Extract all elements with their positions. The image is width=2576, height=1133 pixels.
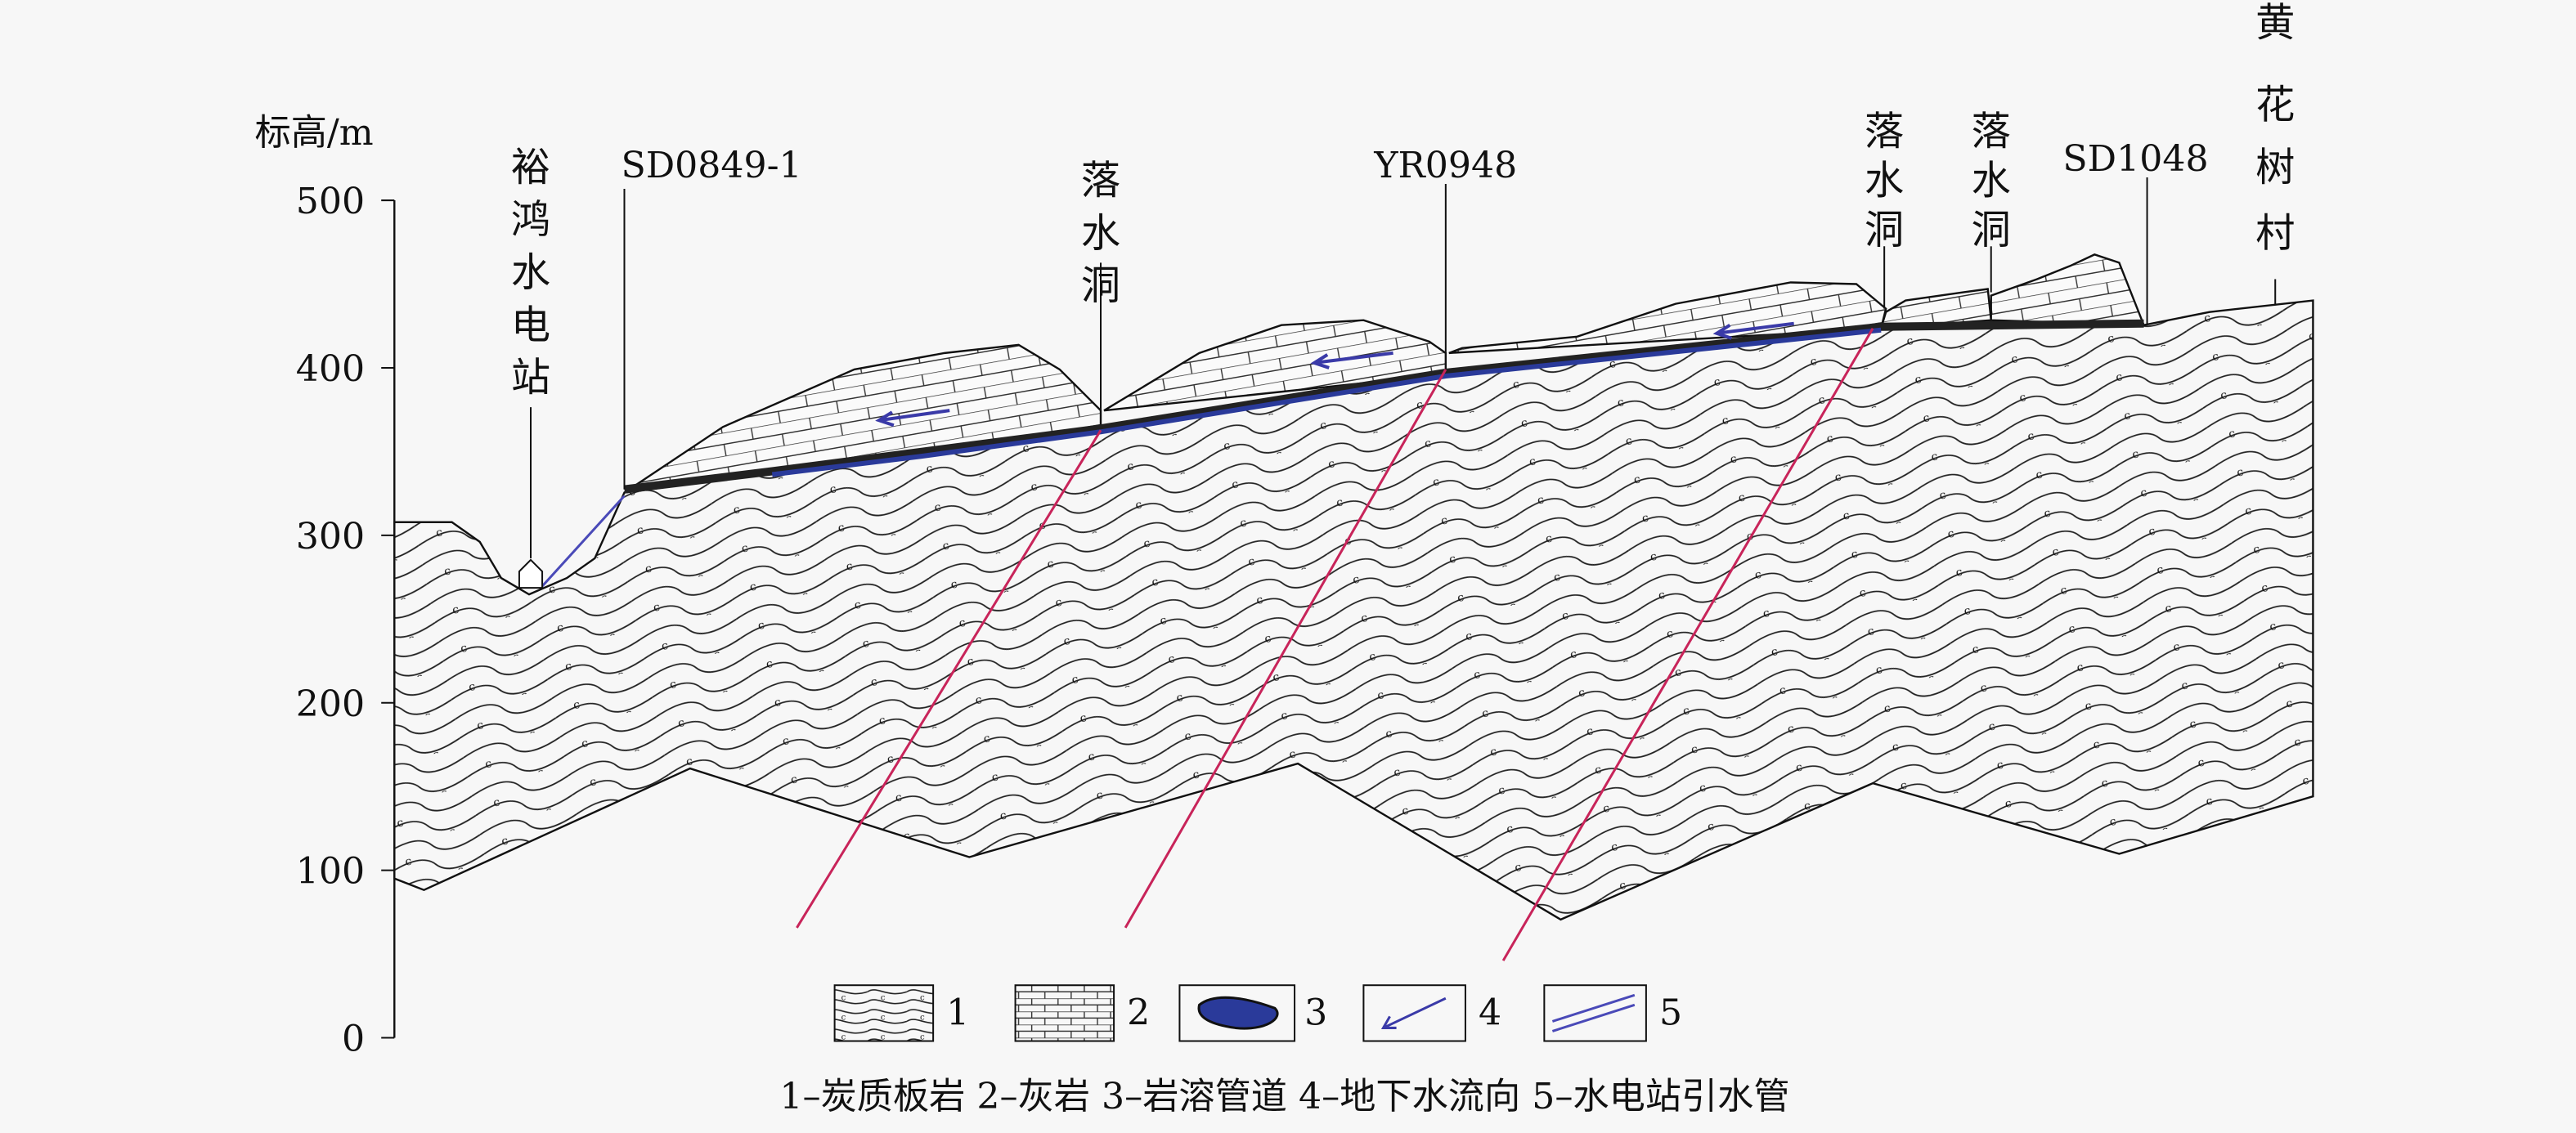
legend-label: 1 xyxy=(946,992,969,1033)
station-label: 电 xyxy=(511,302,550,348)
fault-line xyxy=(1124,369,1447,929)
sinkhole-label: 落 xyxy=(1865,109,1904,154)
sinkhole-label: 水 xyxy=(1972,158,2011,204)
flow-arrow-icon xyxy=(1380,996,1447,1029)
sd0849-label: SD0849-1 xyxy=(621,145,801,186)
legend-label: 4 xyxy=(1479,992,1501,1033)
tick-label: 100 xyxy=(296,851,365,893)
fault-line xyxy=(1501,327,1874,961)
village-label: 树 xyxy=(2255,145,2295,190)
figure-caption: 1–炭质板岩 2–灰岩 3–岩溶管道 4–地下水流向 5–水电站引水管 xyxy=(779,1076,1789,1117)
tick-label: 400 xyxy=(296,348,365,390)
station-label: 水 xyxy=(511,250,550,296)
tick-label: 0 xyxy=(342,1019,365,1060)
tick-label: 300 xyxy=(296,516,365,558)
legend: 1 2 3 4 5 xyxy=(833,984,1682,1042)
sinkhole-label: 洞 xyxy=(1972,207,2011,253)
sinkhole-label: 洞 xyxy=(1081,263,1120,309)
conduit-icon xyxy=(1197,996,1279,1030)
sd1048-label: SD1048 xyxy=(2062,138,2208,180)
flow-arrow-icon xyxy=(875,321,1794,428)
yr0948-label: YR0948 xyxy=(1373,145,1517,186)
limestone-block xyxy=(623,343,1102,494)
legend-swatch-limestone xyxy=(1014,984,1115,1042)
legend-swatch-slate xyxy=(833,984,935,1042)
station-label: 鸿 xyxy=(511,197,550,243)
pipe-icon xyxy=(1551,993,1636,1032)
village-label: 村 xyxy=(2255,210,2295,256)
sinkhole-label: 落 xyxy=(1972,109,2011,154)
station-icon xyxy=(518,558,544,589)
limestone-block xyxy=(1990,253,2146,326)
tick-label: 200 xyxy=(296,683,365,725)
legend-label: 5 xyxy=(1659,992,1682,1033)
legend-swatch-pipe xyxy=(1543,984,1647,1042)
site-labels: 裕 鸿 水 电 站 SD0849-1 落 水 洞 YR0948 落 水 洞 落 … xyxy=(511,0,2295,401)
karst-conduit xyxy=(623,319,2144,494)
diversion-pipe xyxy=(541,495,626,588)
station-label: 站 xyxy=(511,355,550,401)
sinkhole-label: 水 xyxy=(1081,210,1120,256)
village-label: 花 xyxy=(2255,83,2295,128)
axis-label: 标高/m xyxy=(255,112,374,154)
legend-swatch-conduit xyxy=(1178,984,1296,1042)
sinkhole-label: 水 xyxy=(1865,158,1904,204)
legend-label: 3 xyxy=(1304,992,1327,1033)
sinkhole-label: 洞 xyxy=(1865,207,1904,253)
elevation-axis: 标高/m 500 400 300 200 100 0 xyxy=(255,112,396,1060)
sinkhole-label: 落 xyxy=(1081,158,1120,204)
tick-label: 500 xyxy=(296,181,365,222)
station-label: 裕 xyxy=(511,145,550,190)
fault-line xyxy=(796,429,1102,929)
village-label: 黄 xyxy=(2255,0,2295,46)
legend-label: 2 xyxy=(1127,992,1150,1033)
legend-swatch-flow xyxy=(1362,984,1466,1042)
